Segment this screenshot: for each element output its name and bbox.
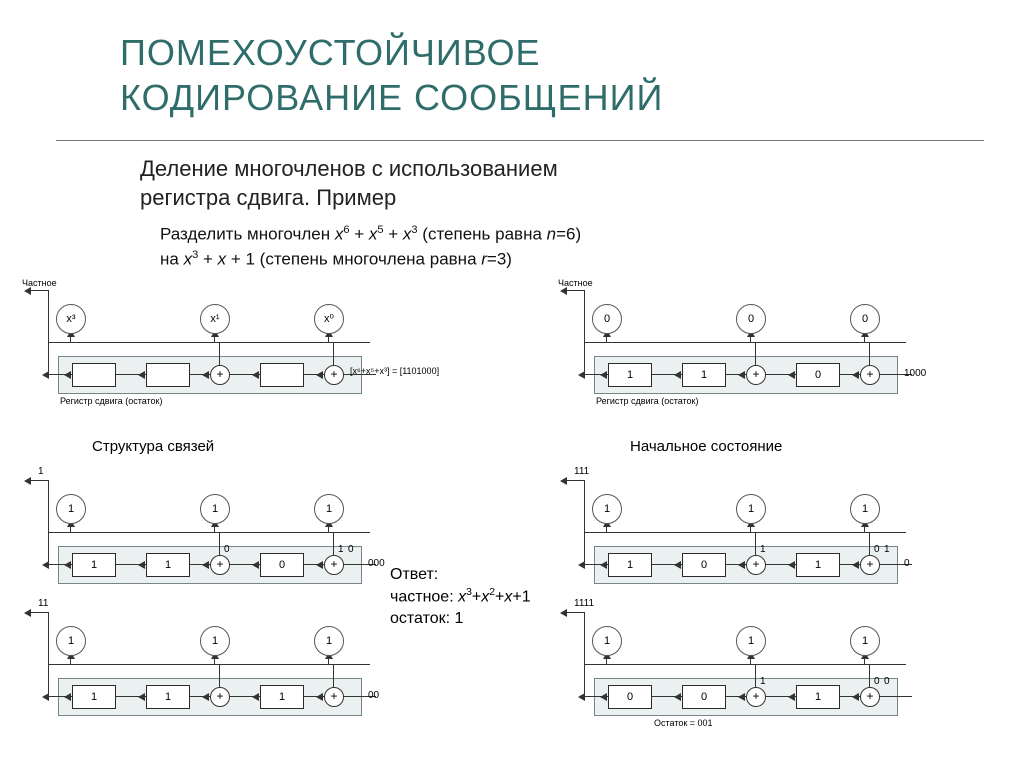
register-cell: [260, 363, 304, 387]
input-bits: 000: [368, 558, 385, 569]
xor-adder: +: [746, 365, 766, 385]
register-cell: 0: [796, 363, 840, 387]
subtitle: Деление многочленов с использованием рег…: [140, 155, 558, 212]
quotient-label: Частное: [22, 278, 57, 288]
xor-adder: +: [324, 687, 344, 707]
adder-in-bit: 0: [884, 676, 890, 687]
xor-adder: +: [746, 687, 766, 707]
register-d2: Частное000110++1000Регистр сдвига (остат…: [552, 288, 952, 418]
xor-adder: +: [860, 555, 880, 575]
slide-title: ПОМЕХОУСТОЙЧИВОЕ КОДИРОВАНИЕ СООБЩЕНИЙ: [120, 30, 663, 120]
tap-circle: 1: [592, 626, 622, 656]
xor-adder: +: [746, 555, 766, 575]
problem-statement: Разделить многочлен x6 + x5 + x3 (степен…: [160, 222, 581, 273]
register-cell: 1: [682, 363, 726, 387]
adder-bit: 0: [224, 544, 230, 555]
xor-adder: +: [324, 555, 344, 575]
adder-bit: 0: [874, 676, 880, 687]
tap-circle: 1: [736, 494, 766, 524]
tap-circle: x³: [56, 304, 86, 334]
register-cell: 0: [260, 553, 304, 577]
register-d1: Частноеx³x¹x⁰++[x⁶+x⁵+x³] = [1101000]Рег…: [16, 288, 416, 418]
tap-circle: 1: [314, 494, 344, 524]
tap-circle: 0: [592, 304, 622, 334]
tap-circle: 1: [56, 494, 86, 524]
register-label: Регистр сдвига (остаток): [596, 396, 699, 406]
subtitle-line2: регистра сдвига. Пример: [140, 185, 396, 210]
register-cell: 1: [72, 553, 116, 577]
xor-adder: +: [210, 365, 230, 385]
tap-circle: 0: [850, 304, 880, 334]
adder-bit: 0: [874, 544, 880, 555]
register-cell: 1: [260, 685, 304, 709]
tap-circle: 1: [200, 626, 230, 656]
tap-circle: 0: [736, 304, 766, 334]
register-cell: 1: [72, 685, 116, 709]
quotient-bits: 1: [38, 466, 44, 477]
title-line2: КОДИРОВАНИЕ СООБЩЕНИЙ: [120, 77, 663, 118]
adder-bit: 1: [760, 544, 766, 555]
xor-adder: +: [860, 365, 880, 385]
xor-adder: +: [210, 687, 230, 707]
xor-adder: +: [324, 365, 344, 385]
register-cell: 1: [796, 685, 840, 709]
register-label: Регистр сдвига (остаток): [60, 396, 163, 406]
quotient-bits: 111: [574, 466, 589, 477]
tap-circle: 1: [850, 494, 880, 524]
label-structure: Структура связей: [92, 438, 214, 455]
register-cell: 1: [146, 553, 190, 577]
tap-circle: 1: [592, 494, 622, 524]
register-d6: 1111111001+1+00Остаток = 001: [552, 610, 952, 740]
register-d3: 1111110+0+10000: [16, 478, 416, 608]
input-bits: 0: [904, 558, 910, 569]
input-bits: 00: [368, 690, 379, 701]
adder-in-bit: 0: [348, 544, 354, 555]
tap-circle: 1: [200, 494, 230, 524]
xor-adder: +: [210, 555, 230, 575]
subtitle-line1: Деление многочленов с использованием: [140, 156, 558, 181]
tap-circle: 1: [56, 626, 86, 656]
xor-adder: +: [860, 687, 880, 707]
register-cell: [72, 363, 116, 387]
adder-bit: 1: [338, 544, 344, 555]
register-d4: 111111101+1+010: [552, 478, 952, 608]
tap-circle: 1: [314, 626, 344, 656]
title-line1: ПОМЕХОУСТОЙЧИВОЕ: [120, 32, 541, 73]
label-initial-state: Начальное состояние: [630, 438, 782, 455]
quotient-label: Частное: [558, 278, 593, 288]
register-cell: [146, 363, 190, 387]
adder-in-bit: 1: [884, 544, 890, 555]
input-bits: 1000: [904, 368, 926, 379]
adder-bit: 1: [760, 676, 766, 687]
title-underline: [56, 140, 984, 141]
quotient-bits: 11: [38, 598, 48, 609]
remainder-final: Остаток = 001: [654, 718, 713, 728]
tap-circle: 1: [850, 626, 880, 656]
tap-circle: x¹: [200, 304, 230, 334]
register-cell: 1: [796, 553, 840, 577]
register-cell: 1: [146, 685, 190, 709]
register-cell: 0: [682, 553, 726, 577]
register-cell: 1: [608, 553, 652, 577]
register-cell: 0: [682, 685, 726, 709]
register-cell: 0: [608, 685, 652, 709]
tap-circle: 1: [736, 626, 766, 656]
quotient-bits: 1111: [574, 598, 594, 609]
tap-circle: x⁰: [314, 304, 344, 334]
input-series: [x⁶+x⁵+x³] = [1101000]: [350, 366, 500, 376]
register-cell: 1: [608, 363, 652, 387]
register-d5: 11111111++00: [16, 610, 416, 740]
